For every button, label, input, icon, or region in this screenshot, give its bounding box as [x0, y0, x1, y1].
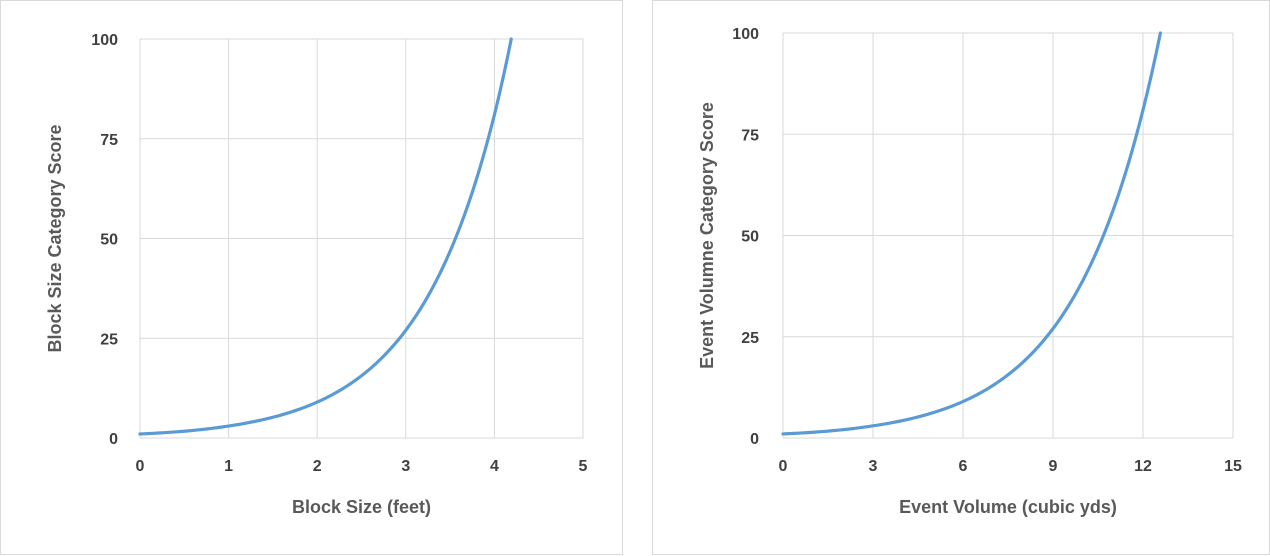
y-tick-label: 50	[741, 229, 759, 246]
x-tick-label: 2	[313, 458, 322, 475]
x-tick-label: 9	[1049, 458, 1058, 475]
x-tick-label: 6	[959, 458, 968, 475]
x-tick-label: 5	[579, 458, 588, 475]
y-tick-label: 75	[741, 127, 759, 144]
event-volume-chart: 0 3 6 9 12 15 0 25 50 75 100 Event Volume (cubic yd…	[697, 26, 1242, 517]
y-tick-label: 25	[100, 331, 118, 348]
y-tick-label: 25	[741, 330, 759, 347]
chart-panel-event-volume: 0 3 6 9 12 15 0 25 50 75 100 Event Volume (cubic yd…	[652, 0, 1270, 555]
y-tick-label: 0	[750, 431, 759, 448]
x-tick-label: 1	[224, 458, 233, 475]
y-axis-title: Block Size Category Score	[45, 124, 65, 352]
x-tick-label: 0	[136, 458, 145, 475]
y-tick-label: 100	[732, 26, 759, 43]
y-tick-label: 100	[91, 32, 118, 49]
x-tick-label: 15	[1224, 458, 1242, 475]
x-axis-title: Event Volume (cubic yds)	[899, 497, 1117, 517]
x-axis-title: Block Size (feet)	[292, 497, 431, 517]
x-tick-label: 12	[1134, 458, 1152, 475]
block-size-series-line	[138, 37, 513, 436]
x-tick-label: 0	[779, 458, 788, 475]
x-tick-label: 3	[869, 458, 878, 475]
y-tick-label: 0	[109, 431, 118, 448]
x-tick-label: 4	[490, 458, 499, 475]
x-tick-label: 3	[401, 458, 410, 475]
y-tick-label: 50	[100, 232, 118, 249]
y-axis-title: Event Volumne Category Score	[697, 102, 717, 369]
chart-panel-block-size: 0 1 2 3 4 5 0 25 50 75 100 Block Size (feet) Block S…	[0, 0, 623, 555]
event-volume-series-line	[781, 31, 1162, 436]
y-tick-label: 75	[100, 132, 118, 149]
